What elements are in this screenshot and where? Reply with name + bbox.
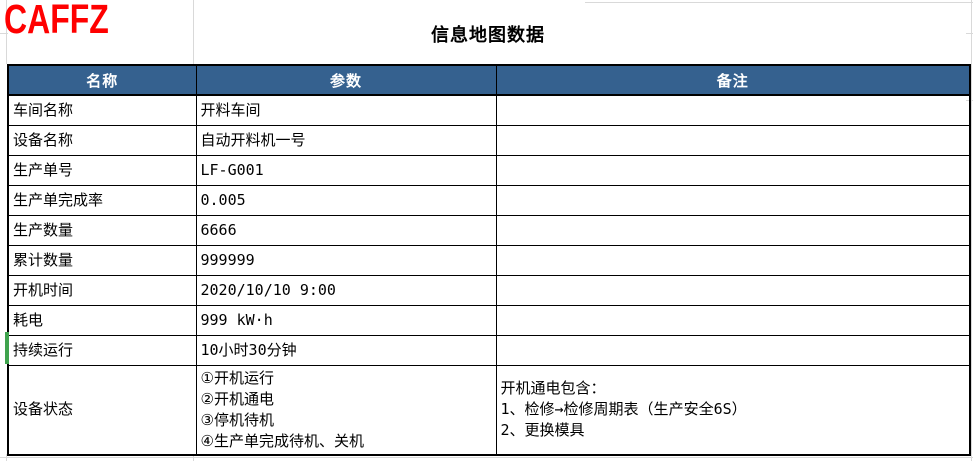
gridline [6, 0, 7, 64]
gridline [585, 2, 973, 3]
cell-name[interactable]: 车间名称 [7, 94, 197, 126]
table-row: 车间名称 开料车间 [7, 94, 971, 126]
table-row: 设备状态 ①开机运行 ②开机通电 ③停机待机 ④生产单完成待机、关机 开机通电包含：… [7, 364, 971, 456]
cell-name[interactable]: 设备状态 [7, 364, 197, 456]
table-row: 耗电 999 kW·h [7, 304, 971, 336]
table-row: 生产数量 6666 [7, 214, 971, 246]
gridline [193, 454, 194, 461]
gridline [966, 33, 973, 34]
cell-name[interactable]: 生产数量 [7, 214, 197, 246]
cell-param[interactable]: 自动开料机一号 [195, 124, 497, 156]
column-header-param[interactable]: 参数 [195, 64, 497, 96]
table-row: 开机时间 2020/10/10 9:00 [7, 274, 971, 306]
cell-param[interactable]: 10小时30分钟 [195, 334, 497, 366]
company-logo: CAFFZ [4, 0, 109, 42]
cell-note[interactable]: 开机通电包含： 1、检修→检修周期表（生产安全6S） 2、更换模具 [495, 364, 971, 456]
cell-name[interactable]: 生产单号 [7, 154, 197, 186]
cell-param[interactable]: 999 kW·h [195, 304, 497, 336]
cell-note[interactable] [495, 154, 971, 186]
info-table: 名称 参数 备注 车间名称 开料车间 设备名称 自动开料机一号 生产单号 LF-G001 生… [7, 64, 971, 456]
cell-note[interactable] [495, 214, 971, 246]
cell-param[interactable]: 0.005 [195, 184, 497, 216]
cell-param[interactable]: 6666 [195, 214, 497, 246]
gridline [0, 33, 8, 34]
table-row: 生产单号 LF-G001 [7, 154, 971, 186]
cell-param[interactable]: 999999 [195, 244, 497, 276]
cell-param[interactable]: LF-G001 [195, 154, 497, 186]
cell-name[interactable]: 耗电 [7, 304, 197, 336]
column-header-name[interactable]: 名称 [7, 64, 197, 96]
cell-note[interactable] [495, 244, 971, 276]
gridline [971, 0, 972, 461]
table-body: 车间名称 开料车间 设备名称 自动开料机一号 生产单号 LF-G001 生产单完成率 0.00… [7, 94, 971, 456]
cell-name[interactable]: 开机时间 [7, 274, 197, 306]
header-row: 名称 参数 备注 [7, 64, 971, 96]
cell-param[interactable]: 2020/10/10 9:00 [195, 274, 497, 306]
cell-name[interactable]: 生产单完成率 [7, 184, 197, 216]
gridline [193, 0, 194, 64]
column-header-note[interactable]: 备注 [495, 64, 971, 96]
cell-note[interactable] [495, 94, 971, 126]
gridline [0, 457, 973, 458]
cell-name[interactable]: 设备名称 [7, 124, 197, 156]
table-row: 累计数量 999999 [7, 244, 971, 276]
cell-name[interactable]: 持续运行 [7, 334, 197, 366]
cell-param[interactable]: ①开机运行 ②开机通电 ③停机待机 ④生产单完成待机、关机 [195, 364, 497, 456]
table-row: 生产单完成率 0.005 [7, 184, 971, 216]
cell-name[interactable]: 累计数量 [7, 244, 197, 276]
table-row: 设备名称 自动开料机一号 [7, 124, 971, 156]
table-row: 持续运行 10小时30分钟 [7, 334, 971, 366]
cell-note[interactable] [495, 124, 971, 156]
active-cell-indicator [5, 332, 9, 364]
page-title: 信息地图数据 [431, 25, 545, 46]
cell-note[interactable] [495, 274, 971, 306]
gridline [6, 454, 7, 461]
cell-note[interactable] [495, 334, 971, 366]
cell-note[interactable] [495, 184, 971, 216]
cell-param[interactable]: 开料车间 [195, 94, 497, 126]
cell-note[interactable] [495, 304, 971, 336]
